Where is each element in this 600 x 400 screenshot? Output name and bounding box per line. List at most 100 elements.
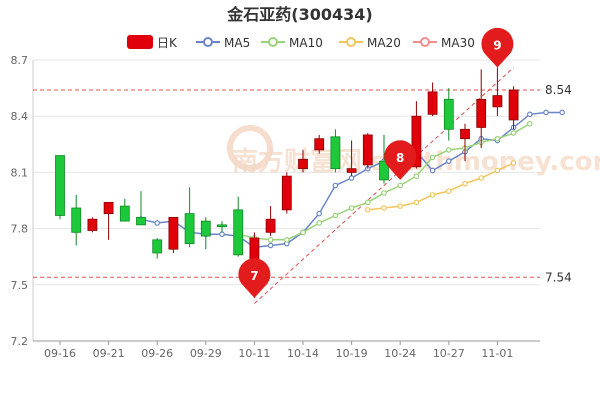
ma10-point [267, 237, 274, 243]
legend-item-candle: 日K [127, 35, 178, 50]
ma20-line [367, 162, 514, 211]
legend-layer: 日K MA5 MA10 MA20 MA30 [127, 35, 475, 50]
candle-body [508, 89, 519, 121]
candle-body [330, 136, 341, 170]
y-tick-label: 7.8 [11, 223, 29, 236]
x-tick-label: 10-19 [336, 347, 368, 360]
y-tick-label: 8.4 [11, 110, 29, 123]
candle-body [55, 155, 65, 216]
ma5-point [348, 175, 355, 181]
candle-body [152, 239, 163, 254]
ma10-point [510, 130, 517, 136]
y-tick-label: 8.1 [11, 166, 29, 179]
legend-label: 日K [157, 36, 178, 50]
ma5-point [543, 109, 549, 116]
ma10-point [429, 154, 436, 161]
level-label: 8.54 [545, 83, 572, 97]
x-tick-label: 10-27 [433, 347, 465, 360]
x-tick-label: 10-24 [384, 347, 416, 360]
ma10-point [332, 212, 339, 219]
candle-body [136, 216, 146, 226]
watermark-logo [227, 125, 273, 171]
ma10-point [283, 237, 290, 243]
legend-item-ma5: MA5 [196, 36, 250, 50]
legend-dot-icon [268, 37, 278, 47]
legend-label: MA30 [441, 36, 475, 50]
ma5-point [154, 220, 161, 226]
x-tick-label: 09-29 [190, 347, 222, 360]
y-tick-label: 7.5 [11, 279, 29, 292]
x-tick-label: 10-11 [238, 347, 270, 360]
candle-body [184, 213, 195, 244]
x-tick-label: 09-21 [93, 347, 125, 360]
pin-label: 7 [250, 269, 258, 283]
candle-body [443, 98, 454, 130]
guides-layer: 8.54 7.54 [33, 67, 572, 304]
legend-dot-icon [203, 37, 213, 47]
pin-shape [481, 27, 514, 68]
candle-body [314, 138, 325, 151]
moving-average-layer [138, 109, 566, 251]
ma20-point [364, 207, 371, 213]
legend-item-ma30: MA30 [413, 36, 475, 50]
legend-label: MA10 [289, 36, 323, 50]
ma20-point [494, 167, 501, 174]
ma5-point [559, 109, 566, 116]
markers-layer: 7 8 9 [238, 27, 514, 298]
ma10-point [300, 229, 306, 236]
ma5-point [332, 182, 339, 189]
legend-item-ma10: MA10 [261, 36, 323, 50]
pin-marker: 9 [481, 27, 514, 68]
ma5-point [219, 231, 225, 238]
pin-marker: 8 [384, 140, 417, 180]
candle-body [427, 91, 438, 115]
x-tick-label: 10-14 [287, 347, 319, 360]
chart-title: 金石亚药(300434) [226, 5, 372, 24]
legend-dot-icon [420, 37, 430, 47]
ma20-point [445, 188, 452, 194]
pin-marker: 7 [238, 258, 271, 298]
pin-shape [238, 258, 271, 298]
candle-body [298, 158, 308, 170]
candle-body [119, 205, 130, 222]
x-tick-label: 09-16 [44, 347, 76, 360]
axes-layer: 7.2 7.5 7.8 8.1 8.4 8.7 09-16 09-21 09-26 09-29 10… [11, 54, 540, 360]
candle-body [281, 175, 292, 211]
legend-item-ma20: MA20 [339, 36, 401, 50]
candles-layer [55, 67, 519, 298]
ma10-point [348, 205, 355, 211]
candle-body [217, 224, 227, 228]
ma10-point [316, 220, 323, 226]
legend-label: MA5 [224, 36, 250, 50]
candle-body [411, 115, 422, 168]
ma5-point [526, 111, 533, 118]
ma10-point [381, 190, 387, 196]
ma20-point [510, 160, 517, 166]
ma5-point [267, 242, 274, 249]
candle-body [87, 218, 98, 231]
level-label: 7.54 [545, 270, 572, 284]
pin-shape [384, 140, 417, 180]
candle-body [476, 98, 487, 128]
x-tick-label: 11-01 [481, 347, 513, 360]
pin-label: 8 [396, 151, 404, 165]
ma10-point [494, 135, 501, 142]
ma20-point [381, 205, 387, 211]
ma10-point [364, 199, 371, 206]
ma10-point [445, 147, 452, 153]
y-tick-label: 8.7 [11, 54, 29, 67]
ma10-point [413, 173, 420, 179]
ma20-point [478, 175, 485, 181]
ma20-point [397, 203, 404, 209]
candle-body [460, 128, 470, 140]
x-tick-label: 09-26 [141, 347, 173, 360]
candle-body [346, 168, 357, 173]
legend-label: MA20 [367, 36, 401, 50]
candle-body [200, 220, 211, 237]
y-tick-label: 7.2 [11, 335, 29, 348]
candle-body [492, 95, 503, 108]
ma10-point [526, 120, 533, 127]
candle-legend-icon [127, 35, 153, 49]
